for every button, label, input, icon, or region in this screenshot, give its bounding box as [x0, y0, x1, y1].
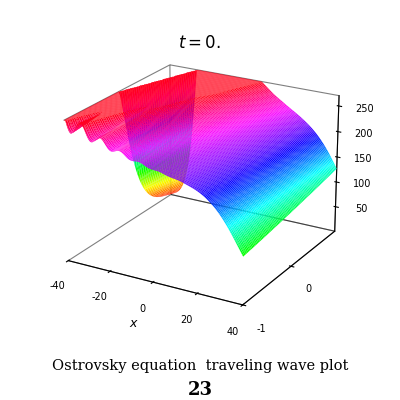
- Text: Ostrovsky equation  traveling wave plot: Ostrovsky equation traveling wave plot: [52, 359, 348, 373]
- X-axis label: x: x: [129, 317, 136, 330]
- Text: 23: 23: [188, 381, 212, 399]
- Title: $t = 0.$: $t = 0.$: [178, 36, 222, 52]
